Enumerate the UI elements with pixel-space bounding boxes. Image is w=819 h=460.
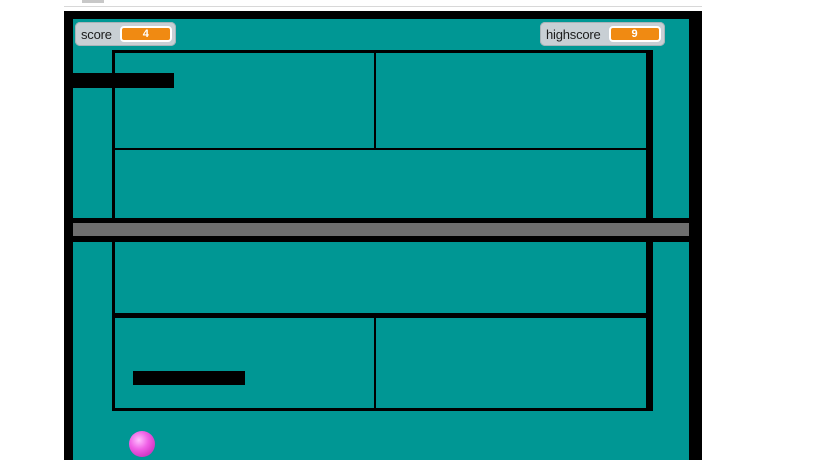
center-divider	[73, 223, 689, 237]
upper-right-wall	[646, 51, 653, 219]
score-value: 4	[119, 26, 172, 42]
top-paddle[interactable]	[73, 73, 174, 88]
lower-bottom-line	[112, 408, 653, 411]
window-rule	[64, 6, 702, 7]
highscore-value: 9	[608, 26, 661, 42]
upper-middle-line	[112, 148, 648, 150]
highscore-label: highscore	[546, 26, 601, 42]
upper-band	[73, 218, 689, 224]
ball[interactable]	[129, 431, 155, 457]
upper-vertical-line	[374, 51, 376, 149]
lower-right-wall	[646, 241, 653, 411]
lower-middle-line	[112, 313, 653, 318]
highscore-monitor: highscore 9	[540, 22, 665, 46]
upper-top-line	[112, 50, 653, 53]
lower-left-wall	[112, 241, 115, 411]
upper-left-wall	[112, 51, 115, 219]
score-label: score	[81, 26, 112, 42]
bottom-paddle[interactable]	[133, 371, 245, 385]
score-monitor: score 4	[75, 22, 176, 46]
playfield: score 4 highscore 9	[73, 19, 689, 460]
lower-band	[73, 236, 689, 242]
window-top-edge	[0, 0, 819, 8]
lower-vertical-line	[374, 317, 376, 409]
title-stub	[82, 0, 104, 3]
game-stage[interactable]: score 4 highscore 9	[64, 11, 702, 460]
